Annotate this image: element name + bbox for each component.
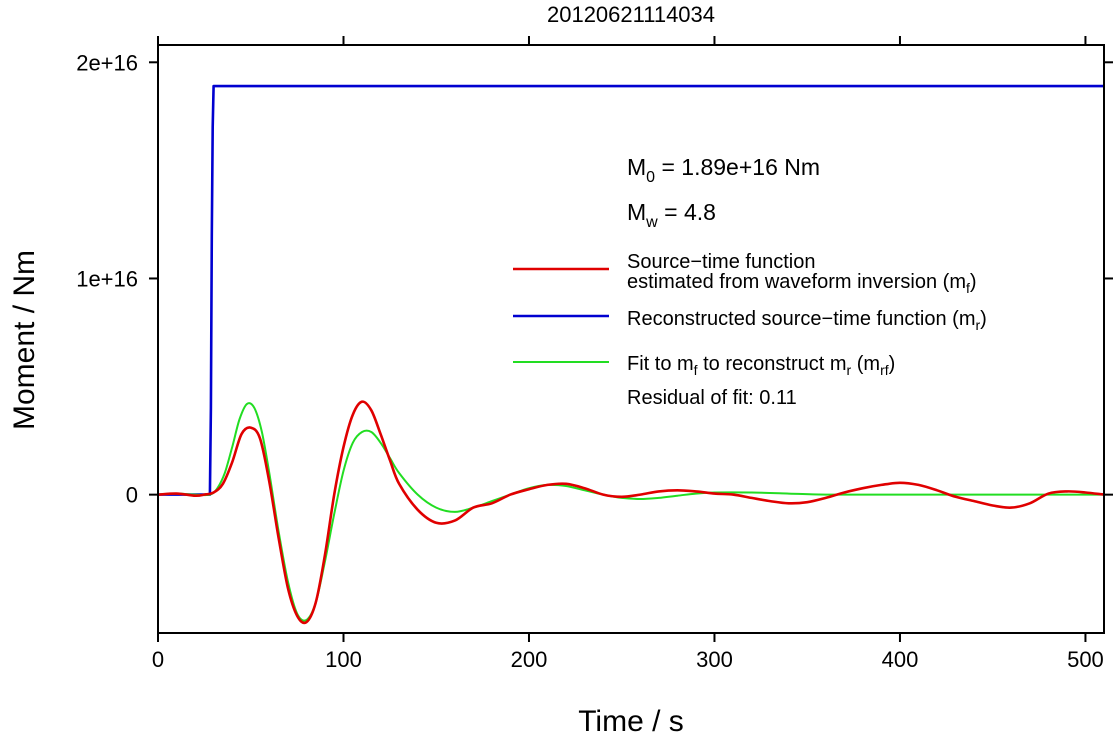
legend-label-red-line1: Source−time function — [627, 251, 815, 273]
y-tick-label: 0 — [126, 483, 138, 508]
legend-label-red-sub: f — [966, 280, 970, 296]
legend-label-red-line2: estimated from waveform inversion (mf) — [627, 271, 977, 296]
y-tick-label: 1e+16 — [76, 266, 138, 291]
x-tick-label: 0 — [152, 647, 164, 672]
ticks-layer: 0 100 200 300 400 500 0 1e+16 2e+16 — [76, 36, 1113, 672]
series-line-green — [157, 402, 1104, 622]
legend-label-green: Fit to mf to reconstruct mr (mrf) — [627, 353, 895, 378]
legend-label-green-tail3: ) — [889, 353, 896, 375]
x-tick-label: 400 — [882, 647, 919, 672]
moment-symbol: M — [627, 154, 646, 180]
legend-label-green-sub2: r — [847, 362, 852, 378]
residual-annotation: Residual of fit: 0.11 — [627, 387, 797, 409]
legend-label-green-text: Fit to m — [627, 353, 694, 375]
series-layer — [157, 84, 1105, 625]
legend-label-green-sub3: rf — [880, 362, 889, 378]
x-tick-label: 100 — [325, 647, 362, 672]
legend: Source−time function estimated from wave… — [513, 251, 987, 378]
x-tick-label: 500 — [1067, 647, 1104, 672]
legend-label-red-tail: ) — [970, 271, 977, 293]
annotations: M0 = 1.89e+16 Nm Mw = 4.8 Residual of fi… — [627, 154, 820, 409]
y-tick-label: 2e+16 — [76, 50, 138, 75]
legend-label-red-text: estimated from waveform inversion (m — [627, 271, 966, 293]
x-tick-label: 200 — [511, 647, 548, 672]
legend-label-green-sub: f — [694, 362, 698, 378]
magnitude-annotation: Mw = 4.8 — [627, 199, 716, 231]
magnitude-symbol: M — [627, 199, 646, 225]
legend-label-green-tail: to reconstruct m — [698, 353, 847, 375]
magnitude-subscript: w — [645, 214, 658, 231]
legend-label-blue: Reconstructed source−time function (mr) — [627, 308, 987, 333]
legend-label-blue-sub: r — [976, 317, 981, 333]
x-axis-title: Time / s — [578, 705, 684, 734]
moment-value: = 1.89e+16 Nm — [655, 154, 820, 180]
y-axis-title: Moment / Nm — [8, 250, 41, 430]
legend-label-blue-text: Reconstructed source−time function (m — [627, 308, 976, 330]
x-tick-label: 300 — [696, 647, 733, 672]
legend-label-blue-tail: ) — [980, 308, 987, 330]
magnitude-value: = 4.8 — [658, 199, 716, 225]
series-line-red — [157, 400, 1105, 625]
chart-title: 20120621114034 — [547, 2, 715, 27]
moment-annotation: M0 = 1.89e+16 Nm — [627, 154, 820, 186]
plot-frame — [157, 44, 1105, 634]
moment-subscript: 0 — [646, 169, 655, 186]
legend-label-green-tail2: (m — [851, 353, 880, 375]
